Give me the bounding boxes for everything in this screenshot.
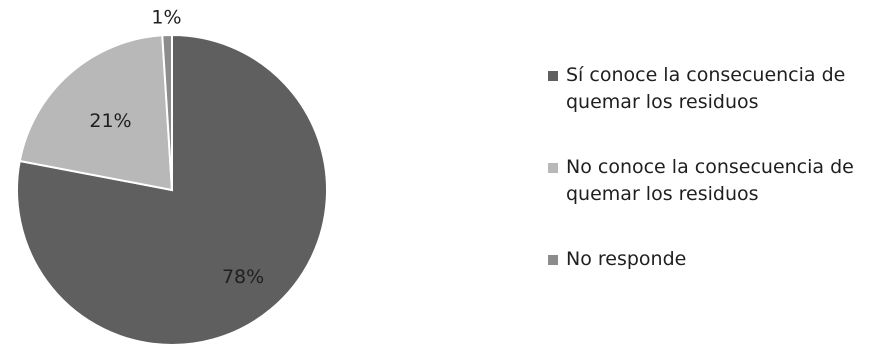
data-label-no-responde: 1%	[151, 7, 181, 29]
legend-label-si-conoce: Sí conoce la consecuencia de quemar los …	[566, 64, 846, 113]
legend-item-si-conoce: Sí conoce la consecuencia de quemar los …	[548, 62, 874, 116]
legend: Sí conoce la consecuencia de quemar los …	[548, 62, 874, 273]
legend-item-no-responde: No responde	[548, 246, 874, 273]
pie-slice-no-conoce	[18, 34, 174, 192]
legend-swatch-no-responde	[548, 255, 558, 265]
pie-slice-no-responde	[161, 33, 173, 191]
legend-item-no-conoce: No conoce la consecuencia de quemar los …	[548, 154, 874, 208]
pie-slice-si-conoce	[16, 33, 328, 346]
pie-labels: 78% 21% 1%	[89, 7, 264, 289]
legend-label-no-conoce: No conoce la consecuencia de quemar los …	[566, 156, 854, 205]
legend-swatch-no-conoce	[548, 163, 558, 173]
pie-chart: 78% 21% 1%	[16, 7, 328, 346]
data-label-si-conoce: 78%	[222, 266, 264, 288]
legend-label-no-responde: No responde	[566, 248, 687, 270]
pie-slices	[16, 33, 328, 346]
legend-swatch-si-conoce	[548, 71, 558, 81]
data-label-no-conoce: 21%	[89, 110, 131, 132]
